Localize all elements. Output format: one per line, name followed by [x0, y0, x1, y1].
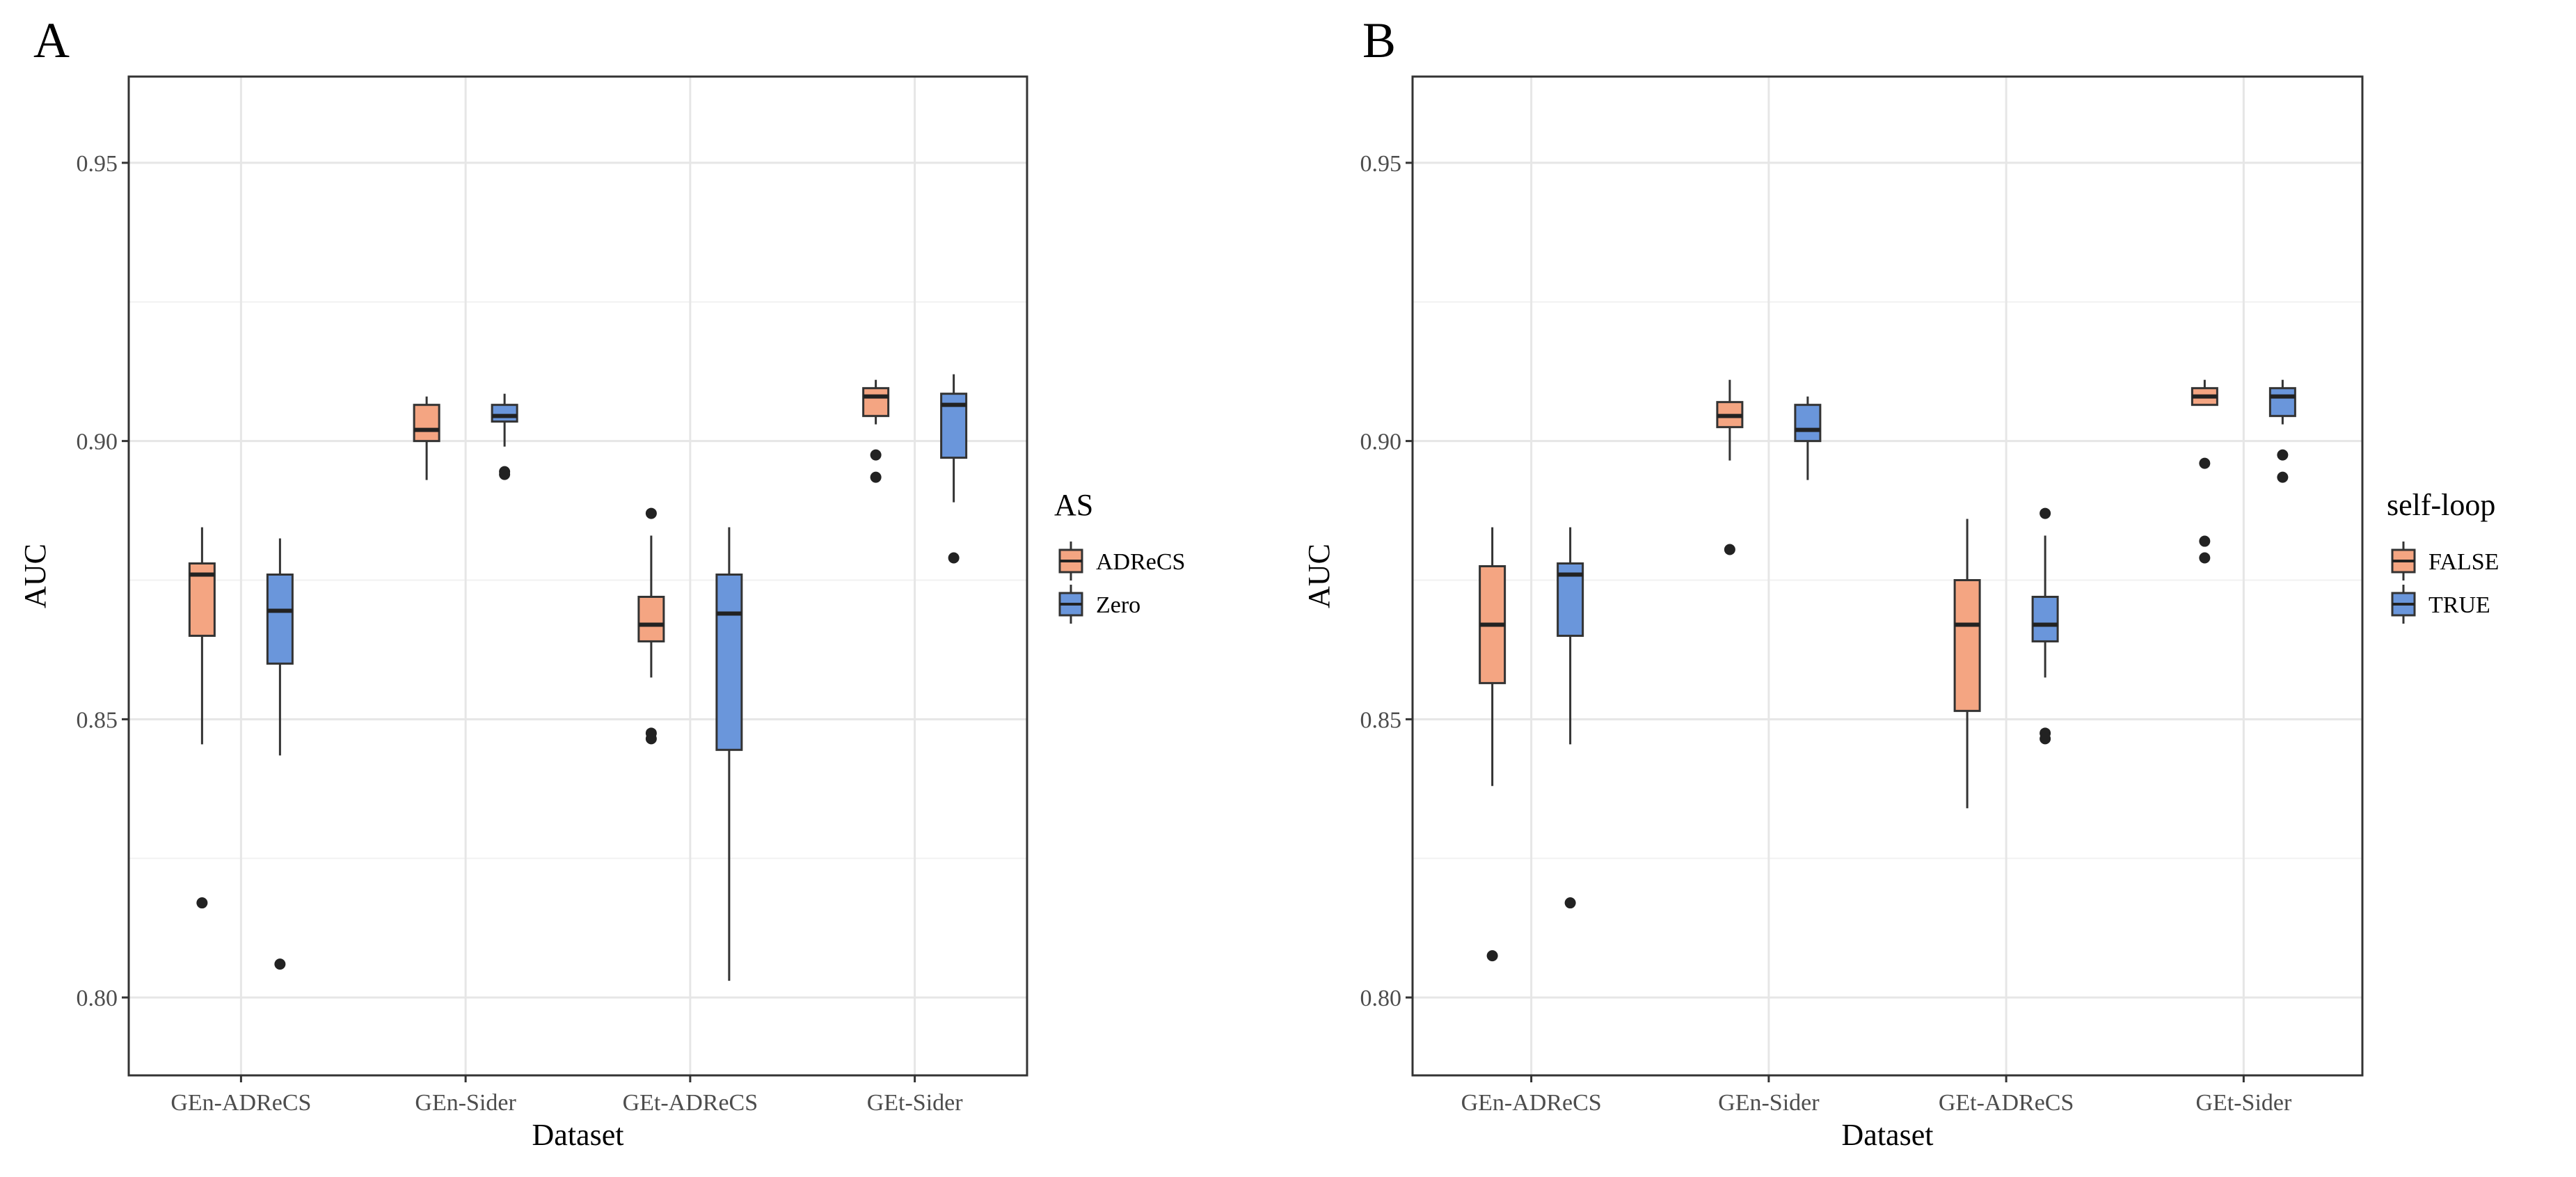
box-body: [715, 574, 743, 751]
box-zero-gen-adrecs: [266, 538, 294, 970]
outlier-point: [1564, 897, 1576, 909]
outlier-point: [1486, 950, 1498, 962]
box-body: [491, 404, 518, 423]
legend: self-loop FALSE TRUE: [2387, 488, 2499, 624]
box-true-get-sider: [2268, 379, 2296, 483]
outlier-point: [948, 552, 960, 564]
outlier-point: [2277, 471, 2289, 483]
legend-key-zero: [1058, 585, 1083, 624]
box-false-gen-adrecs: [1479, 527, 1506, 962]
outlier-point: [196, 897, 208, 909]
box-body: [862, 387, 890, 418]
box-true-gen-adrecs: [1557, 527, 1584, 909]
outlier-point: [499, 468, 511, 480]
box-adrecs-get-sider: [862, 379, 890, 483]
x-tick-label: GEn-ADReCS: [170, 1090, 311, 1116]
x-tick-label: GEn-Sider: [1718, 1090, 1820, 1116]
legend-title: self-loop: [2387, 488, 2495, 522]
legend-label-adrecs: ADReCS: [1096, 549, 1185, 575]
y-tick-label: 0.85: [77, 707, 118, 733]
box-body: [266, 574, 294, 665]
box-adrecs-gen-adrecs: [188, 527, 216, 909]
box-false-get-adrecs: [1953, 519, 1981, 809]
plot-background: [1413, 77, 2362, 1075]
outlier-point: [1724, 544, 1735, 555]
box-body: [413, 404, 440, 443]
outlier-point: [2199, 457, 2211, 469]
legend-title: AS: [1054, 488, 1093, 522]
outlier-point: [870, 471, 882, 483]
plot-border: [127, 75, 1028, 1077]
outlier-point: [2040, 507, 2051, 519]
legend-label-zero: Zero: [1096, 592, 1140, 618]
outlier-point: [2199, 552, 2211, 564]
box-body: [2268, 387, 2296, 418]
box-true-get-adrecs: [2031, 507, 2059, 745]
x-axis-title: Dataset: [1842, 1118, 1934, 1152]
legend: AS ADReCS Zero: [1054, 488, 1185, 624]
box-adrecs-get-adrecs: [637, 507, 665, 745]
y-tick-label: 0.85: [1360, 707, 1402, 733]
y-axis-title: AUC: [1302, 544, 1336, 608]
legend-key-adrecs: [1058, 542, 1083, 580]
panel-letter: A: [33, 13, 70, 68]
box-zero-get-sider: [940, 374, 968, 564]
plot-border: [1411, 75, 2364, 1077]
y-tick-label: 0.95: [77, 151, 118, 177]
box-false-gen-sider: [1716, 379, 1744, 555]
legend-label-true: TRUE: [2428, 592, 2490, 618]
box-zero-gen-sider: [491, 393, 518, 480]
y-tick-label: 0.80: [77, 986, 118, 1011]
box-true-gen-sider: [1794, 396, 1822, 480]
box-false-get-sider: [2191, 379, 2218, 564]
outlier-point: [870, 449, 882, 461]
outlier-point: [645, 733, 657, 745]
outlier-point: [274, 958, 286, 970]
outlier-point: [645, 507, 657, 519]
x-tick-label: GEt-Sider: [2195, 1090, 2292, 1116]
y-tick-label: 0.90: [77, 429, 118, 455]
x-tick-label: GEn-Sider: [415, 1090, 516, 1116]
outlier-point: [2040, 733, 2051, 745]
x-tick-label: GEt-ADReCS: [623, 1090, 758, 1116]
chart-panel-a: A 0.80 0.85 0.90 0.95 GEn-ADReCS GEn-Sider GEt-…: [18, 13, 1185, 1152]
x-axis-title: Dataset: [532, 1118, 624, 1152]
box-zero-get-adrecs: [715, 527, 743, 981]
panel-letter: B: [1362, 13, 1396, 68]
box-body: [2031, 595, 2059, 642]
y-tick-label: 0.95: [1360, 151, 1402, 177]
x-tick-label: GEn-ADReCS: [1461, 1090, 1602, 1116]
box-adrecs-gen-sider: [413, 396, 440, 480]
box-body: [1794, 404, 1822, 443]
box-body: [1953, 578, 1981, 712]
legend-key-false: [2391, 542, 2416, 580]
box-body: [637, 595, 665, 642]
outlier-point: [2277, 449, 2289, 461]
x-tick-label: GEt-ADReCS: [1939, 1090, 2074, 1116]
y-tick-label: 0.90: [1360, 429, 1402, 455]
legend-label-false: FALSE: [2428, 549, 2499, 575]
y-axis-title: AUC: [18, 544, 52, 608]
legend-key-true: [2391, 585, 2416, 624]
outlier-point: [2199, 535, 2211, 547]
plot-background: [129, 77, 1027, 1075]
x-tick-label: GEt-Sider: [867, 1090, 964, 1116]
chart-panel-b: B 0.80 0.85 0.90 0.95 GEn-ADReCS GEn-Sider GEt-…: [1302, 13, 2499, 1152]
y-tick-label: 0.80: [1360, 986, 1402, 1011]
